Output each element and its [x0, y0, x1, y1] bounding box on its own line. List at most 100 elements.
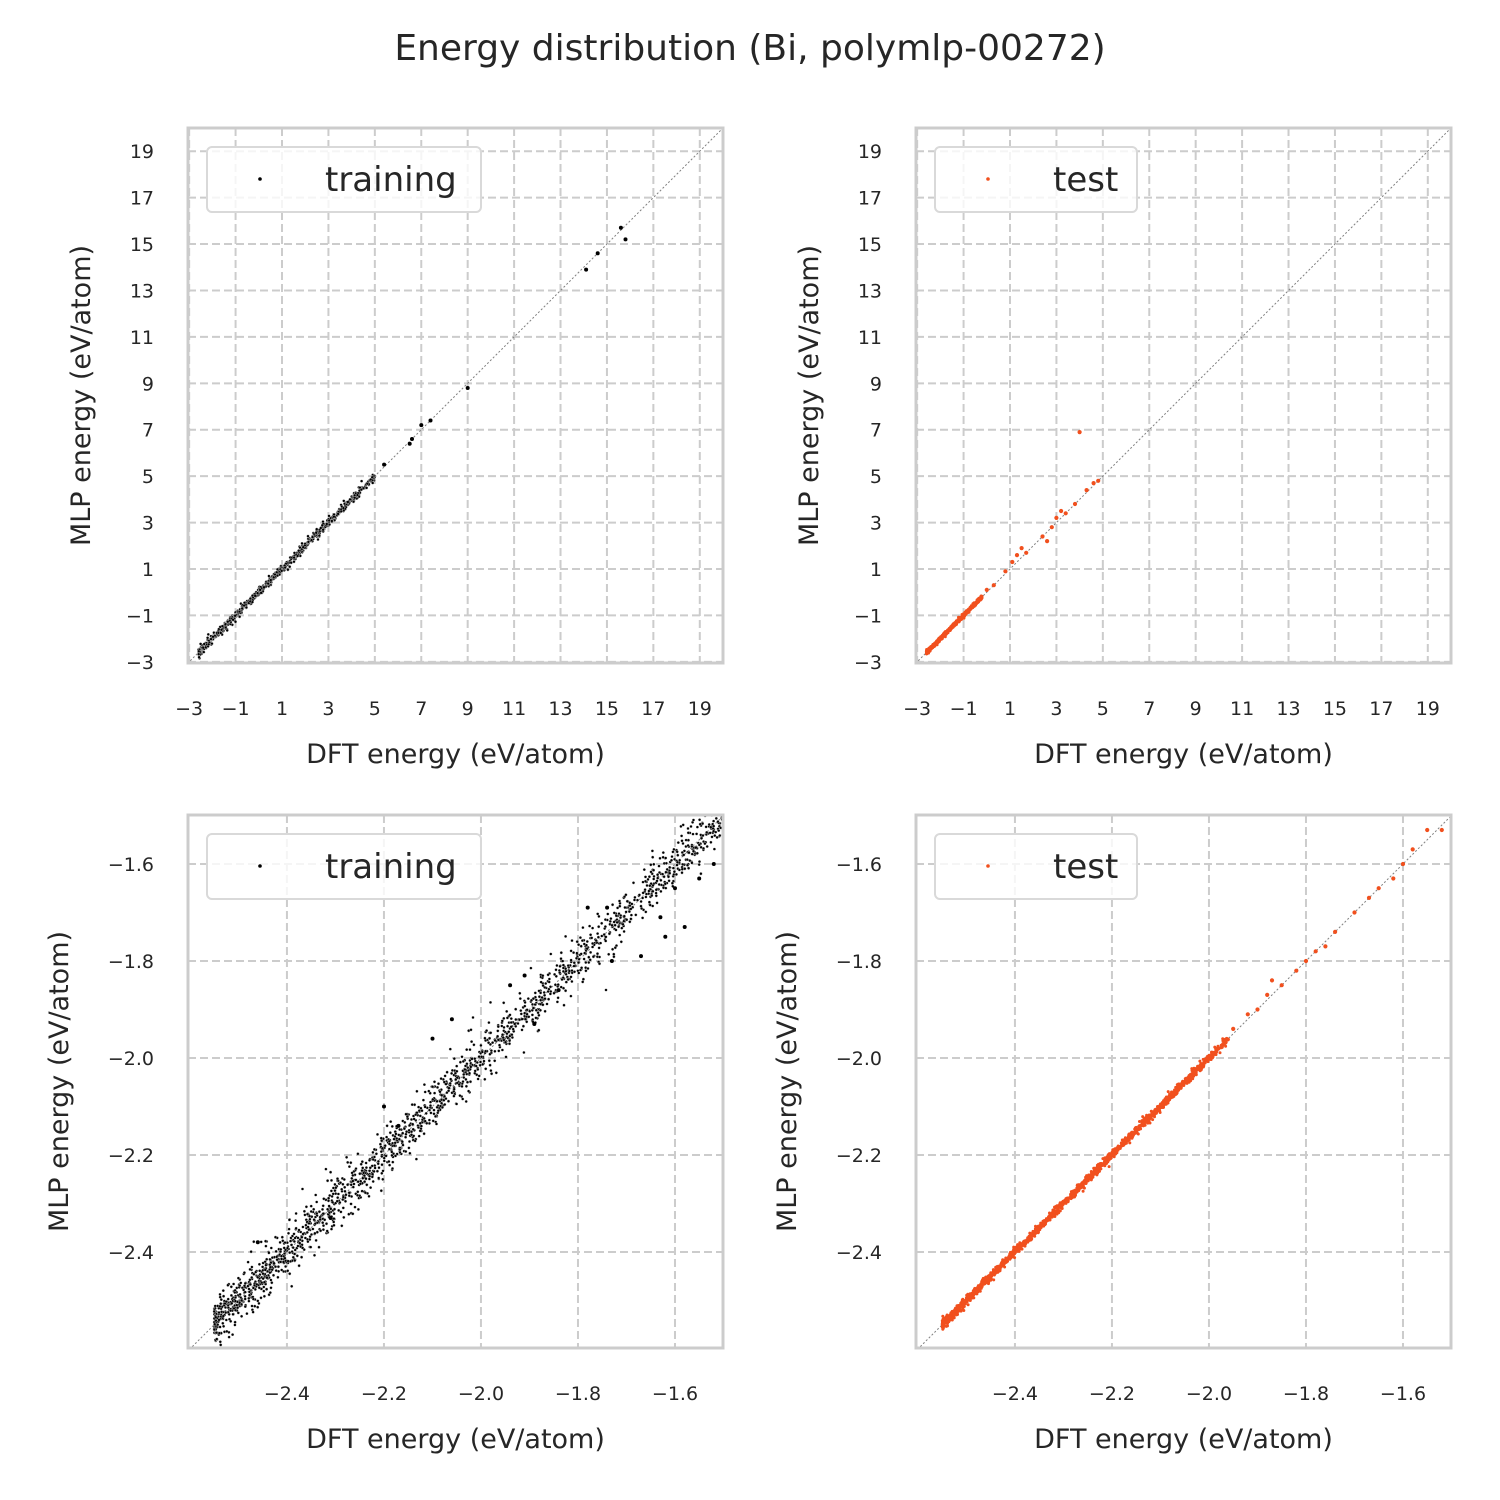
data-point: [462, 1072, 466, 1077]
data-point: [315, 527, 319, 531]
data-point: [569, 975, 573, 979]
data-point: [329, 1189, 333, 1193]
y-tick-label: 7: [870, 420, 882, 442]
data-point: [265, 1287, 269, 1291]
data-point: [427, 1121, 431, 1125]
data-point: [369, 477, 373, 482]
data-point: [343, 1199, 348, 1203]
data-point: [321, 1204, 325, 1208]
data-point: [502, 1016, 506, 1020]
data-point: [1084, 488, 1089, 493]
data-point: [1014, 553, 1020, 558]
data-point: [674, 872, 678, 876]
data-point: [618, 904, 622, 908]
data-point: [457, 1082, 461, 1086]
data-point: [218, 1340, 222, 1344]
data-point: [640, 906, 644, 911]
y-tick-label: 17: [858, 188, 882, 210]
data-point: [676, 853, 680, 857]
data-point: [468, 1058, 472, 1063]
data-point: [288, 1251, 292, 1255]
data-point: [548, 992, 552, 996]
data-point: [329, 1170, 333, 1174]
data-point: [341, 506, 345, 510]
data-point: [530, 1002, 535, 1006]
x-tick-label: −3: [903, 698, 931, 720]
data-point: [603, 918, 607, 922]
data-point: [409, 1117, 414, 1122]
data-point: [553, 972, 557, 976]
data-point: [689, 824, 693, 829]
data-point: [686, 838, 690, 842]
data-point: [390, 1150, 394, 1154]
data-point: [273, 572, 277, 577]
data-point: [559, 951, 563, 955]
data-point: [1045, 539, 1050, 544]
data-point: [279, 1254, 283, 1258]
data-point: [300, 541, 304, 545]
data-point: [438, 1090, 442, 1094]
data-point: [1198, 1059, 1202, 1063]
plot-area: [918, 815, 1451, 1348]
axes-frame: [186, 813, 725, 1350]
data-point: [688, 859, 692, 863]
data-point: [609, 959, 614, 963]
data-point: [659, 889, 663, 893]
data-point: [360, 479, 364, 483]
data-point: [379, 1136, 383, 1140]
data-point: [508, 983, 513, 988]
data-point: [377, 1176, 381, 1180]
data-point: [370, 1164, 374, 1168]
data-point: [575, 940, 579, 944]
data-point: [226, 1283, 230, 1287]
data-point: [321, 1212, 325, 1216]
data-point: [564, 934, 568, 938]
x-tick-label: 5: [369, 698, 381, 720]
data-point: [712, 809, 715, 812]
data-point: [537, 1013, 541, 1017]
data-point: [296, 554, 300, 558]
legend: training: [206, 833, 482, 900]
data-point: [680, 850, 684, 855]
data-point: [589, 933, 593, 937]
data-point: [309, 1232, 314, 1237]
data-point: [256, 1299, 260, 1303]
data-point: [448, 1047, 452, 1051]
data-point: [465, 386, 470, 390]
data-point: [229, 1319, 233, 1323]
data-point: [641, 916, 645, 920]
data-point: [389, 1120, 393, 1124]
data-point: [581, 980, 585, 984]
data-point: [979, 597, 983, 600]
data-point: [489, 1049, 493, 1053]
data-point: [504, 1055, 508, 1059]
data-point: [507, 1042, 512, 1046]
data-point: [670, 881, 674, 885]
data-point: [277, 1269, 281, 1273]
data-point: [275, 1258, 279, 1262]
data-point: [1072, 501, 1078, 507]
data-point: [428, 1091, 432, 1095]
data-point: [342, 1177, 346, 1182]
data-point: [434, 1122, 439, 1126]
data-point: [270, 1281, 274, 1285]
data-point: [585, 905, 590, 910]
y-tick-label: −1.6: [108, 854, 154, 876]
data-point: [288, 1259, 293, 1263]
data-point: [570, 979, 574, 984]
data-point: [217, 1310, 221, 1315]
data-point: [396, 1123, 401, 1128]
data-point: [219, 628, 224, 632]
data-point: [586, 966, 590, 971]
data-point: [223, 1301, 227, 1306]
data-point: [197, 652, 201, 656]
data-point: [212, 1327, 216, 1332]
data-point: [247, 1299, 251, 1303]
x-axis-label: DFT energy (eV/atom): [1034, 739, 1333, 770]
data-point: [555, 963, 559, 968]
data-point: [610, 923, 614, 927]
data-point: [321, 1224, 326, 1228]
data-point: [505, 1032, 509, 1036]
y-tick-label: −2.4: [108, 1242, 154, 1264]
